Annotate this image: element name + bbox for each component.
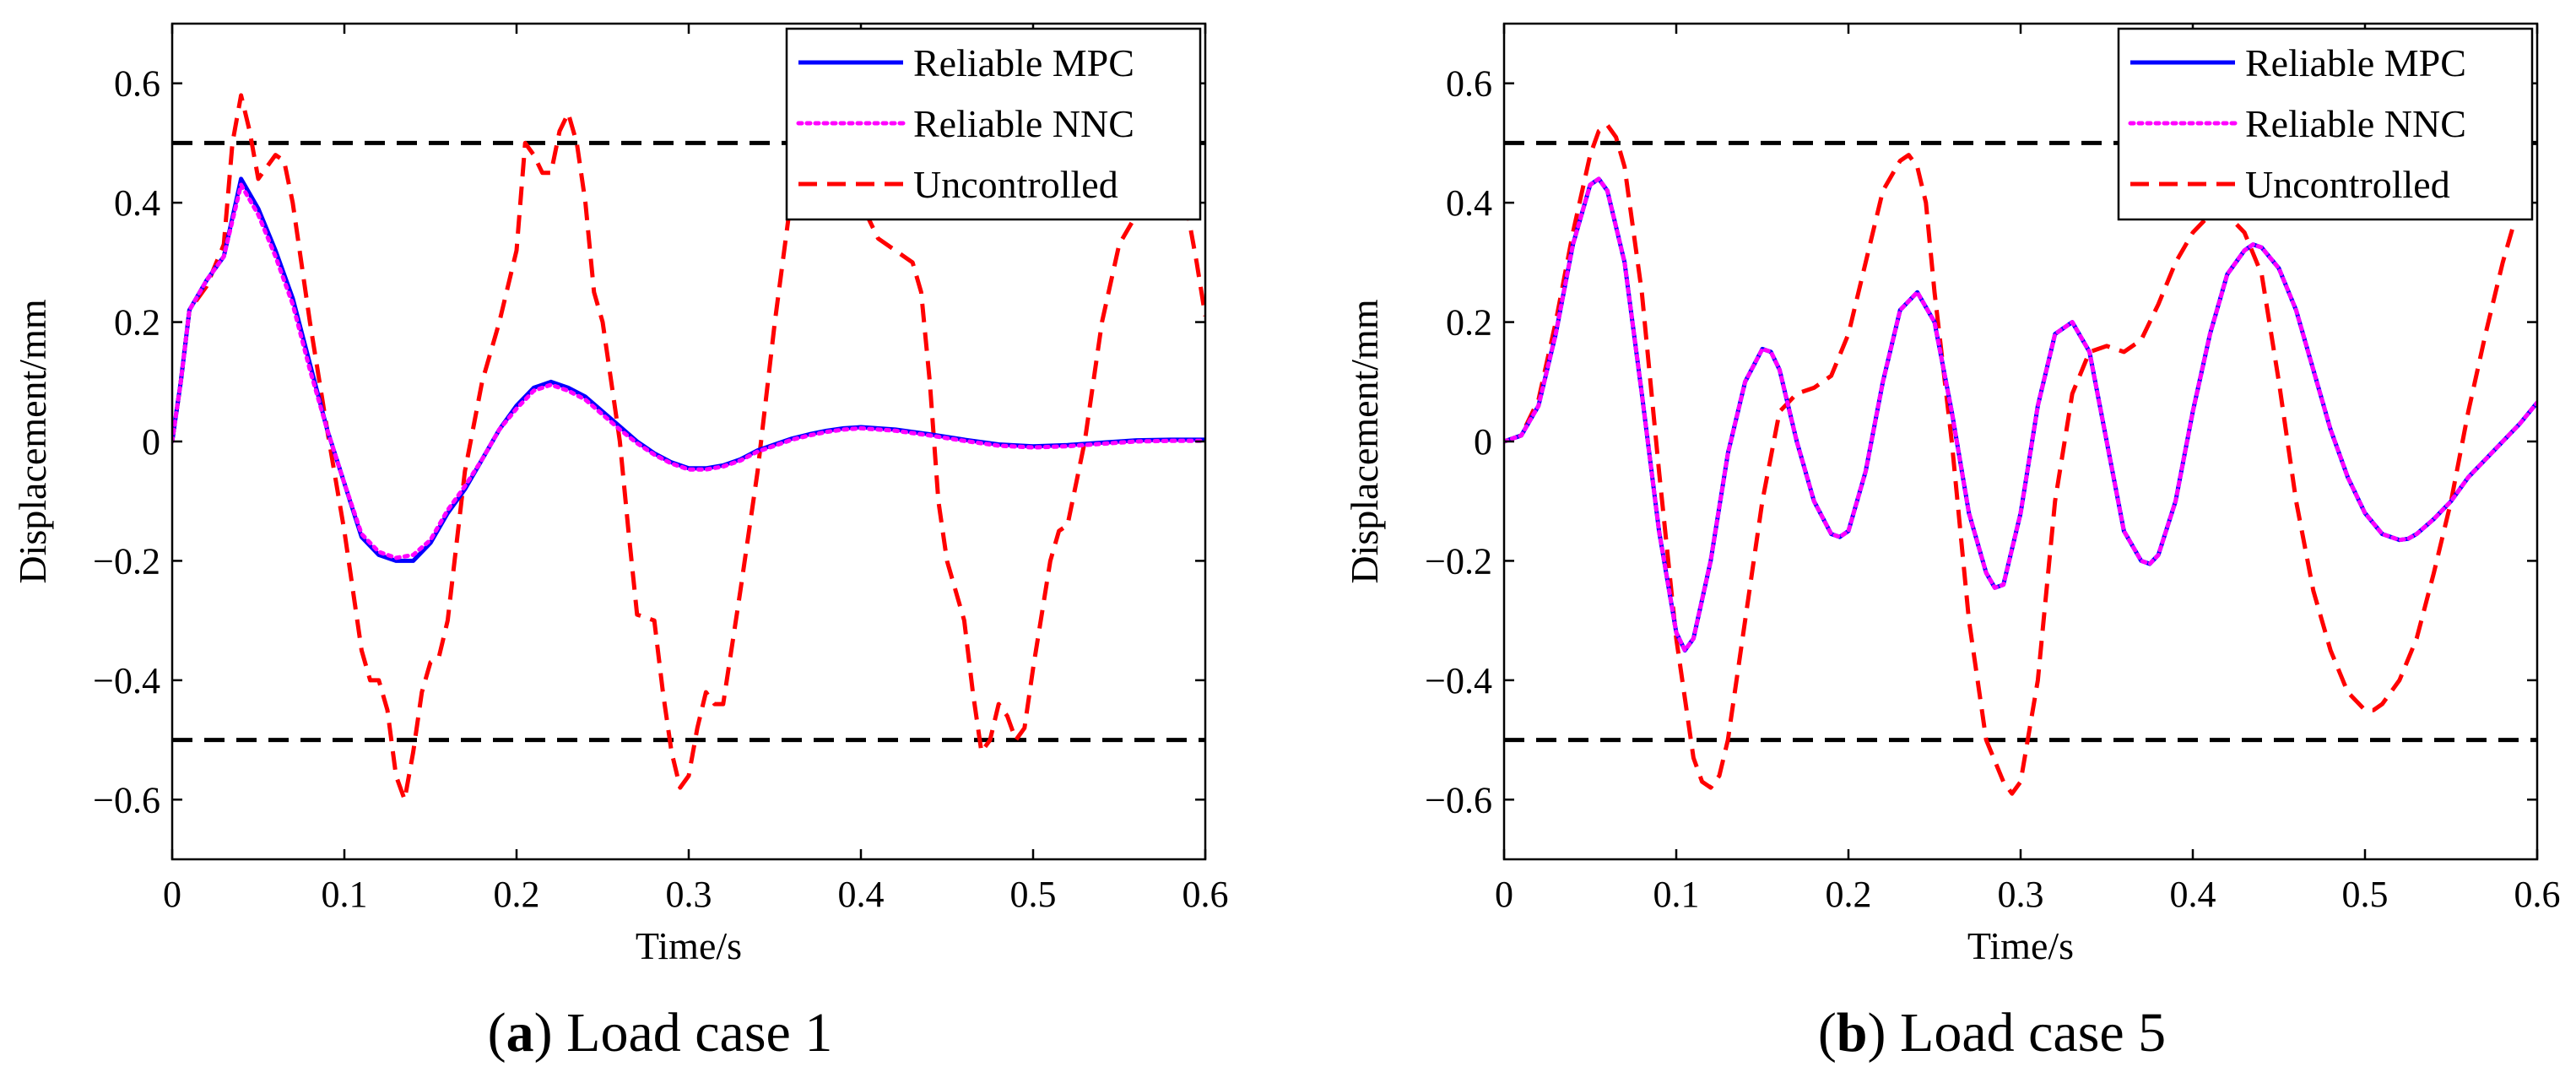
legend-label: Reliable NNC: [913, 102, 1134, 145]
legend-label: Reliable MPC: [2245, 41, 2466, 84]
x-tick-label: 0.2: [1826, 874, 1872, 915]
x-axis-label: Time/s: [636, 924, 742, 967]
y-tick-label: −0.6: [93, 779, 160, 820]
x-tick-label: 0.3: [666, 874, 712, 915]
x-tick-label: 0.3: [1998, 874, 2044, 915]
x-tick-label: 0.6: [2514, 874, 2561, 915]
y-axis-label: Displacement/mm: [11, 299, 54, 583]
x-tick-label: 0.6: [1182, 874, 1229, 915]
series-line-reliable-nnc: [1504, 176, 2537, 653]
y-tick-label: −0.4: [93, 660, 160, 701]
x-tick-label: 0.4: [2170, 874, 2216, 915]
y-axis-label: Displacement/mm: [1343, 299, 1386, 583]
panel-caption: (a) Load case 1: [488, 1002, 833, 1064]
y-tick-label: 0.4: [1446, 182, 1492, 224]
x-tick-label: 0.1: [1653, 874, 1700, 915]
legend: Reliable MPC Reliable NNC Uncontrolled: [785, 27, 1202, 221]
series-line-uncontrolled: [172, 93, 1205, 802]
y-tick-label: −0.6: [1425, 779, 1492, 820]
series-line-reliable-nnc: [172, 182, 1205, 560]
y-tick-label: 0.6: [114, 63, 160, 105]
legend-label: Uncontrolled: [913, 163, 1118, 206]
x-tick-label: 0.5: [1010, 874, 1057, 915]
y-tick-label: 0.2: [114, 302, 160, 344]
y-tick-label: −0.2: [1425, 540, 1492, 582]
caption-text: Load case 1: [553, 1002, 833, 1064]
x-tick-label: 0.1: [322, 874, 368, 915]
y-tick-label: −0.2: [93, 540, 160, 582]
caption-letter: b: [1837, 1002, 1868, 1064]
series-group: [172, 93, 1205, 802]
x-axis-label: Time/s: [1967, 924, 2074, 967]
panel-caption: (b) Load case 5: [1818, 1002, 2166, 1064]
x-tick-label: 0.4: [838, 874, 885, 915]
x-tick-label: 0.2: [494, 874, 540, 915]
chart-panel-b: 0 0.1 0.2 0.3 0.4 0.5 0.6 −0.6 −0.4 −0.2 0 0.2 0.4 0.…: [1343, 22, 2561, 1064]
caption-paren: (: [1818, 1002, 1837, 1064]
caption-paren: ): [1868, 1002, 1886, 1064]
legend-label: Uncontrolled: [2245, 163, 2450, 206]
y-tick-label: 0.2: [1446, 302, 1492, 344]
legend-label: Reliable NNC: [2245, 102, 2466, 145]
legend-label: Reliable MPC: [913, 41, 1134, 84]
caption-text: Load case 5: [1886, 1002, 2167, 1064]
y-tick-label: −0.4: [1425, 660, 1492, 701]
caption-letter: a: [506, 1002, 534, 1064]
x-tick-label: 0: [163, 874, 181, 915]
legend: Reliable MPC Reliable NNC Uncontrolled: [2117, 27, 2534, 221]
series-group: [1504, 122, 2537, 796]
x-tick-label: 0.5: [2342, 874, 2389, 915]
caption-paren: (: [488, 1002, 506, 1064]
y-tick-label: 0: [142, 421, 160, 463]
y-tick-label: 0.4: [114, 182, 160, 224]
series-line-uncontrolled: [1504, 122, 2537, 796]
y-tick-label: 0: [1474, 421, 1492, 463]
x-tick-label: 0: [1495, 874, 1513, 915]
caption-paren: ): [534, 1002, 553, 1064]
y-tick-label: 0.6: [1446, 63, 1492, 105]
chart-panel-a: 0 0.1 0.2 0.3 0.4 0.5 0.6 −0.6 −0.4 −0.2 0 0.2 0.4 0.…: [11, 22, 1229, 1064]
